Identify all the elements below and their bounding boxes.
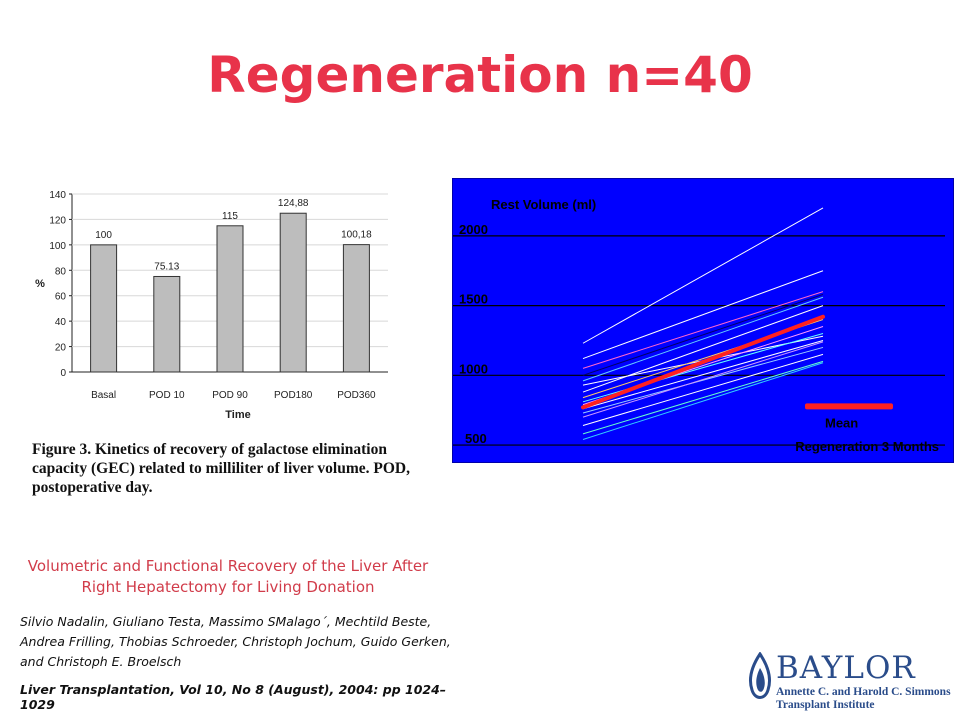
y-tick-label: 80 bbox=[55, 266, 67, 277]
y-tick-label: 1500 bbox=[459, 292, 488, 307]
y-tick-label: 60 bbox=[55, 292, 67, 303]
mean-line bbox=[581, 314, 825, 410]
bar-value-label: 124,88 bbox=[278, 198, 309, 209]
chart-title: Rest Volume (ml) bbox=[491, 197, 596, 212]
bar bbox=[216, 225, 244, 373]
patient-line bbox=[582, 341, 824, 418]
y-tick-label: 1000 bbox=[459, 361, 488, 376]
chart-subtitle: Regeneration 3 Months bbox=[795, 439, 939, 454]
gec-bar-chart-figure: 0 20 40 60 80 100 120 140% 100 Basal 75.13 POD 10 11… bbox=[28, 182, 420, 502]
patient-line bbox=[582, 360, 824, 435]
patient-line bbox=[582, 296, 824, 382]
x-tick-label: POD 10 bbox=[149, 390, 185, 401]
patient-line bbox=[582, 293, 824, 376]
bar bbox=[153, 275, 181, 373]
bar bbox=[342, 244, 370, 373]
bar-value-label: 75.13 bbox=[154, 261, 179, 272]
logo-name: BAYLOR bbox=[776, 650, 916, 686]
patient-line bbox=[582, 305, 824, 393]
x-tick-label: POD 90 bbox=[212, 390, 248, 401]
paper-title: Volumetric and Functional Recovery of th… bbox=[27, 557, 429, 596]
bar bbox=[279, 212, 307, 373]
bar-value-label: 115 bbox=[222, 211, 238, 222]
baylor-logo: BAYLOR Annette C. and Harold C. Simmons … bbox=[742, 650, 951, 712]
gec-bar-chart: 0 20 40 60 80 100 120 140% 100 Basal 75.13 POD 10 11… bbox=[35, 190, 388, 421]
rest-volume-line-chart: Rest Volume (ml) 2000 1500 1000 500 Mean Regen… bbox=[452, 178, 954, 463]
patient-line bbox=[582, 207, 824, 344]
logo-subtitle-line1: Annette C. and Harold C. Simmons bbox=[776, 686, 951, 698]
logo-subtitle: Annette C. and Harold C. Simmons Transpl… bbox=[776, 686, 951, 712]
legend-mean-swatch bbox=[805, 403, 893, 410]
slide-title: Regeneration n=40 bbox=[207, 46, 753, 104]
patient-line bbox=[582, 346, 824, 414]
y-tick-label: 500 bbox=[465, 431, 487, 446]
patient-line bbox=[582, 339, 824, 410]
journal-citation: Liver Transplantation, Vol 10, No 8 (Aug… bbox=[20, 682, 447, 712]
patient-line bbox=[582, 362, 824, 440]
logo-subtitle-line2: Transplant Institute bbox=[776, 699, 875, 711]
x-tick-label: Basal bbox=[91, 390, 116, 401]
bar bbox=[90, 244, 118, 373]
flame-drop-icon bbox=[748, 652, 772, 699]
y-tick-label: 100 bbox=[49, 241, 66, 252]
bar-value-label: 100,18 bbox=[341, 230, 372, 241]
y-tick-label: 120 bbox=[49, 215, 66, 226]
x-tick-label: POD360 bbox=[337, 390, 376, 401]
patient-line bbox=[582, 270, 824, 360]
patient-line bbox=[582, 291, 824, 369]
y-tick-label: 140 bbox=[49, 190, 66, 201]
rest-volume-line-chart-svg: Rest Volume (ml)2000 1500 1000 500 Mean Regen… bbox=[453, 197, 945, 454]
x-tick-label: POD180 bbox=[274, 390, 313, 401]
y-tick-label: 2000 bbox=[459, 222, 488, 237]
patient-line bbox=[582, 353, 824, 427]
patient-line bbox=[582, 333, 824, 403]
x-axis-label: Time bbox=[225, 409, 250, 421]
legend-mean-label: Mean bbox=[825, 415, 858, 430]
y-tick-label: 0 bbox=[60, 368, 66, 379]
y-tick-label: 20 bbox=[55, 343, 67, 354]
figure-caption: Figure 3. Kinetics of recovery of galact… bbox=[32, 441, 410, 496]
y-axis-label: % bbox=[35, 278, 45, 290]
paper-authors: Silvio Nadalin, Giuliano Testa, Massimo … bbox=[20, 614, 451, 669]
y-tick-label: 40 bbox=[55, 317, 67, 328]
bar-value-label: 100 bbox=[95, 230, 112, 241]
